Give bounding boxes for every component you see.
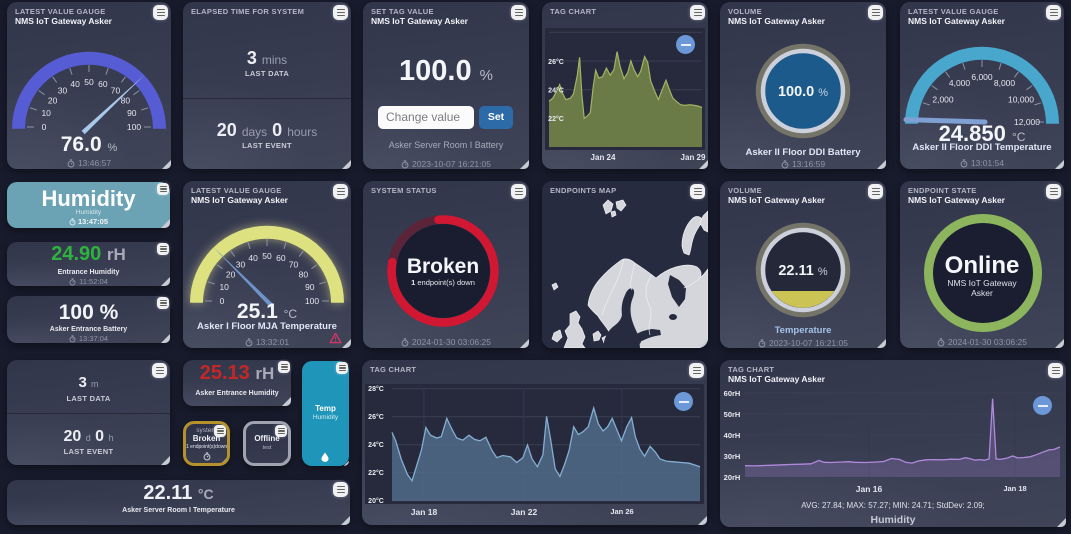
svg-text:90: 90 bbox=[127, 108, 137, 118]
svg-text:80: 80 bbox=[121, 96, 131, 106]
svg-text:100: 100 bbox=[127, 122, 141, 132]
svg-text:60rH: 60rH bbox=[724, 389, 741, 398]
svg-text:50: 50 bbox=[262, 251, 272, 261]
svg-text:12,000: 12,000 bbox=[1014, 117, 1040, 127]
svg-text:Jan 18: Jan 18 bbox=[411, 507, 438, 517]
svg-text:70: 70 bbox=[111, 86, 121, 96]
svg-text:100: 100 bbox=[305, 296, 319, 306]
svg-text:22°C: 22°C bbox=[548, 115, 564, 123]
svg-text:10: 10 bbox=[219, 282, 229, 292]
svg-text:Jan 16: Jan 16 bbox=[856, 484, 883, 494]
svg-text:30: 30 bbox=[236, 260, 246, 270]
svg-text:20: 20 bbox=[226, 270, 236, 280]
svg-text:40rH: 40rH bbox=[724, 431, 741, 440]
svg-text:26°C: 26°C bbox=[368, 413, 384, 421]
svg-text:4,000: 4,000 bbox=[949, 78, 971, 88]
svg-text:10: 10 bbox=[41, 108, 51, 118]
svg-text:24°C: 24°C bbox=[548, 87, 564, 95]
svg-text:90: 90 bbox=[305, 282, 315, 292]
svg-text:80: 80 bbox=[299, 270, 309, 280]
svg-text:50rH: 50rH bbox=[724, 410, 741, 419]
svg-text:20rH: 20rH bbox=[724, 473, 741, 482]
svg-text:0: 0 bbox=[220, 296, 225, 306]
svg-text:26°C: 26°C bbox=[548, 58, 564, 66]
svg-text:20: 20 bbox=[48, 96, 58, 106]
svg-text:0: 0 bbox=[42, 122, 47, 132]
svg-text:30: 30 bbox=[58, 86, 68, 96]
svg-text:70: 70 bbox=[289, 260, 299, 270]
svg-text:28°C: 28°C bbox=[368, 385, 384, 393]
svg-text:Jan 26: Jan 26 bbox=[610, 507, 633, 516]
svg-text:30rH: 30rH bbox=[724, 452, 741, 461]
svg-text:40: 40 bbox=[70, 79, 80, 89]
svg-text:6,000: 6,000 bbox=[971, 72, 993, 82]
svg-text:60: 60 bbox=[276, 253, 286, 263]
svg-text:8,000: 8,000 bbox=[994, 78, 1016, 88]
svg-text:2,000: 2,000 bbox=[932, 95, 954, 105]
svg-text:10,000: 10,000 bbox=[1008, 95, 1034, 105]
svg-text:50: 50 bbox=[84, 77, 94, 87]
svg-text:Jan 24: Jan 24 bbox=[591, 153, 616, 162]
svg-text:Jan 22: Jan 22 bbox=[511, 507, 538, 517]
svg-text:20°C: 20°C bbox=[368, 497, 384, 505]
svg-text:60: 60 bbox=[98, 79, 108, 89]
svg-text:Jan 18: Jan 18 bbox=[1003, 484, 1026, 493]
svg-text:Jan 29: Jan 29 bbox=[681, 153, 706, 162]
svg-text:22°C: 22°C bbox=[368, 469, 384, 477]
svg-text:40: 40 bbox=[248, 253, 258, 263]
svg-text:24°C: 24°C bbox=[368, 441, 384, 449]
